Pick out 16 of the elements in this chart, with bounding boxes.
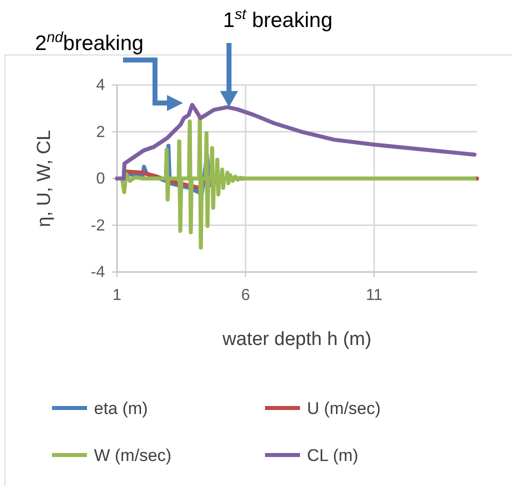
text: 2$^{nd}$breaking <box>35 30 144 55</box>
legend-label: CL (m) <box>307 446 358 465</box>
x-axis-title: water depth h (m) <box>222 329 372 350</box>
text: 1$^{st}$ breaking <box>223 7 333 32</box>
y-tick-label: 4 <box>96 77 106 94</box>
y-tick-label: 0 <box>96 170 106 188</box>
legend-label: U (m/sec) <box>307 399 381 418</box>
y-axis-title: η, U, W, CL <box>34 130 55 228</box>
x-tick-label: 1 <box>112 287 122 304</box>
legend-label: W (m/sec) <box>94 446 172 465</box>
y-tick-label: 2 <box>96 124 106 141</box>
x-tick-label: 11 <box>366 287 383 304</box>
y-tick-label: -2 <box>90 217 106 234</box>
y-tick-label: -4 <box>90 264 106 281</box>
legend-label: eta (m) <box>94 399 148 418</box>
x-tick-label: 6 <box>241 287 250 304</box>
